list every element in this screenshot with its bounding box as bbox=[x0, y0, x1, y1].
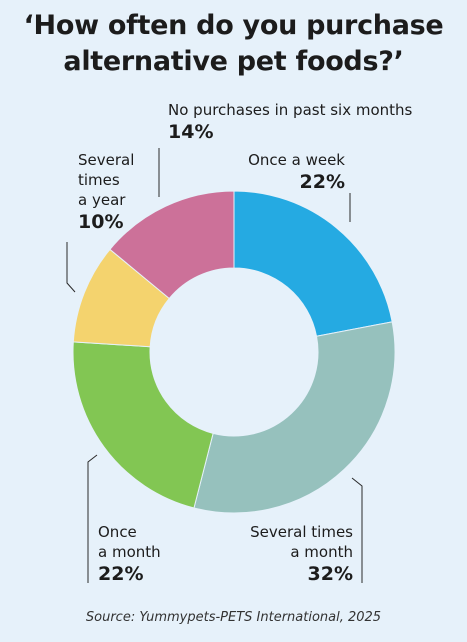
source-note: Source: Yummypets-PETS International, 20… bbox=[85, 610, 382, 625]
slice-label-text: times bbox=[78, 171, 120, 189]
leader-line bbox=[351, 477, 363, 583]
slice-label-once-a-month: Once a month 22% bbox=[98, 522, 198, 584]
donut-slice-once-a-week bbox=[233, 190, 393, 337]
chart-title-line-1: ‘How often do you purchase bbox=[23, 10, 444, 41]
slice-label-percent: 22% bbox=[98, 563, 144, 585]
chart-title-line-2: alternative pet foods?’ bbox=[63, 46, 404, 77]
slice-label-text: Once a week bbox=[248, 151, 345, 169]
leader-line bbox=[87, 454, 98, 583]
slice-label-no-purchases: No purchases in past six months 14% bbox=[168, 100, 448, 142]
slice-label-text: No purchases in past six months bbox=[168, 101, 413, 119]
slice-label-several-times-a-month: Several times a month 32% bbox=[210, 522, 353, 584]
chart-title: ‘How often do you purchase alternative p… bbox=[0, 8, 467, 80]
slice-label-percent: 10% bbox=[78, 211, 124, 233]
leader-line bbox=[66, 242, 76, 293]
donut-slice-several-times-a-month bbox=[193, 321, 396, 514]
slice-label-text: Several bbox=[78, 151, 135, 169]
donut-slice-once-a-month bbox=[72, 341, 214, 509]
slice-label-percent: 22% bbox=[299, 171, 345, 193]
slice-label-text: Once bbox=[98, 523, 137, 541]
slice-label-several-times-a-year: Several times a year 10% bbox=[78, 150, 158, 232]
slice-label-percent: 32% bbox=[307, 563, 353, 585]
slice-label-once-a-week: Once a week 22% bbox=[230, 150, 345, 192]
slice-label-text: a month bbox=[98, 543, 161, 561]
slice-label-text: Several times bbox=[250, 523, 353, 541]
donut-slice-no-purchases-in-past-six-months bbox=[109, 190, 235, 300]
slice-label-text: a year bbox=[78, 191, 126, 209]
slice-label-text: a month bbox=[290, 543, 353, 561]
slice-label-percent: 14% bbox=[168, 121, 214, 143]
